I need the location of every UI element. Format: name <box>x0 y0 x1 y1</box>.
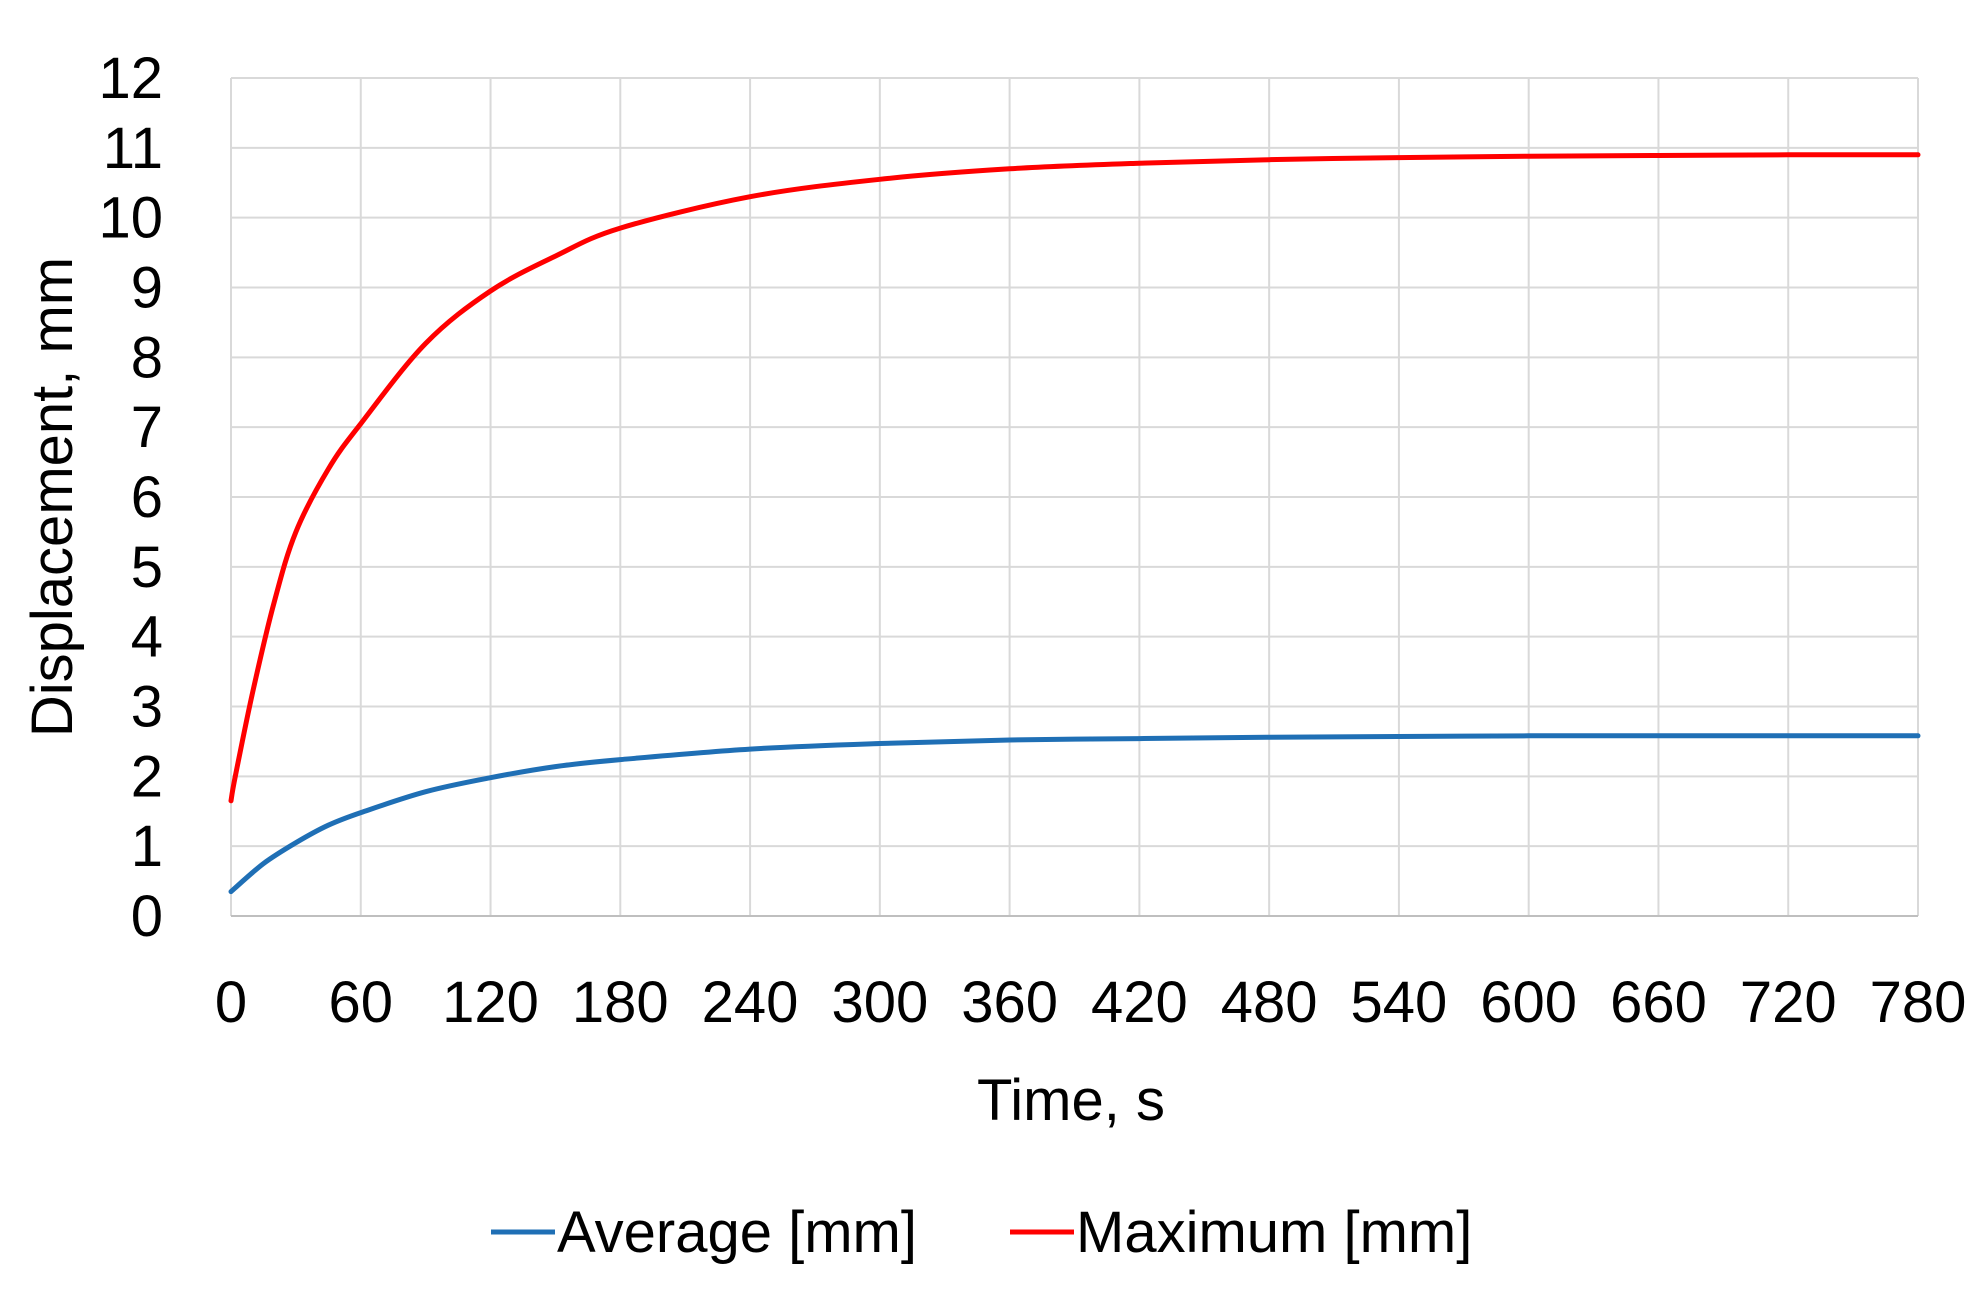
y-axis-title: Displacement, mm <box>20 257 85 737</box>
y-tick-label: 4 <box>131 605 163 670</box>
series-line-maximum-mm <box>228 152 1921 804</box>
y-tick-label: 11 <box>103 116 163 181</box>
x-tick-label: 60 <box>329 970 394 1035</box>
x-tick-label: 600 <box>1480 970 1577 1035</box>
y-tick-label: 9 <box>131 256 163 321</box>
x-tick-label: 540 <box>1351 970 1448 1035</box>
x-tick-label: 720 <box>1740 970 1837 1035</box>
x-tick-label: 120 <box>442 970 539 1035</box>
y-tick-label: 10 <box>98 186 163 251</box>
y-tick-label: 2 <box>131 744 163 809</box>
x-tick-label: 660 <box>1610 970 1707 1035</box>
x-tick-label: 780 <box>1870 970 1967 1035</box>
legend: Average [mm] Maximum [mm] <box>491 1200 1472 1265</box>
legend-label-maximum-mm: Maximum [mm] <box>1076 1200 1472 1265</box>
x-tick-label: 180 <box>572 970 669 1035</box>
y-tick-label: 3 <box>131 675 163 740</box>
y-tick-label: 8 <box>131 325 163 390</box>
series <box>228 152 1921 895</box>
y-tick-label: 0 <box>131 884 163 949</box>
x-tick-label: 360 <box>961 970 1058 1035</box>
x-tick-label: 300 <box>831 970 928 1035</box>
y-tick-label: 5 <box>131 535 163 600</box>
series-line-average-mm <box>228 733 1921 895</box>
x-tick-label: 420 <box>1091 970 1188 1035</box>
x-axis-ticks: 0 60 120 180 240 300 360 420 480 540 600 660 720 780 <box>215 970 1967 1035</box>
legend-label-average-mm: Average [mm] <box>557 1200 917 1265</box>
y-tick-label: 6 <box>131 465 163 530</box>
x-tick-label: 0 <box>215 970 247 1035</box>
x-axis-title: Time, s <box>977 1068 1165 1133</box>
y-tick-label: 12 <box>98 46 163 111</box>
y-tick-label: 7 <box>131 395 163 460</box>
x-tick-label: 480 <box>1221 970 1318 1035</box>
x-tick-label: 240 <box>702 970 799 1035</box>
y-tick-label: 1 <box>131 814 163 879</box>
grid <box>230 77 1919 917</box>
